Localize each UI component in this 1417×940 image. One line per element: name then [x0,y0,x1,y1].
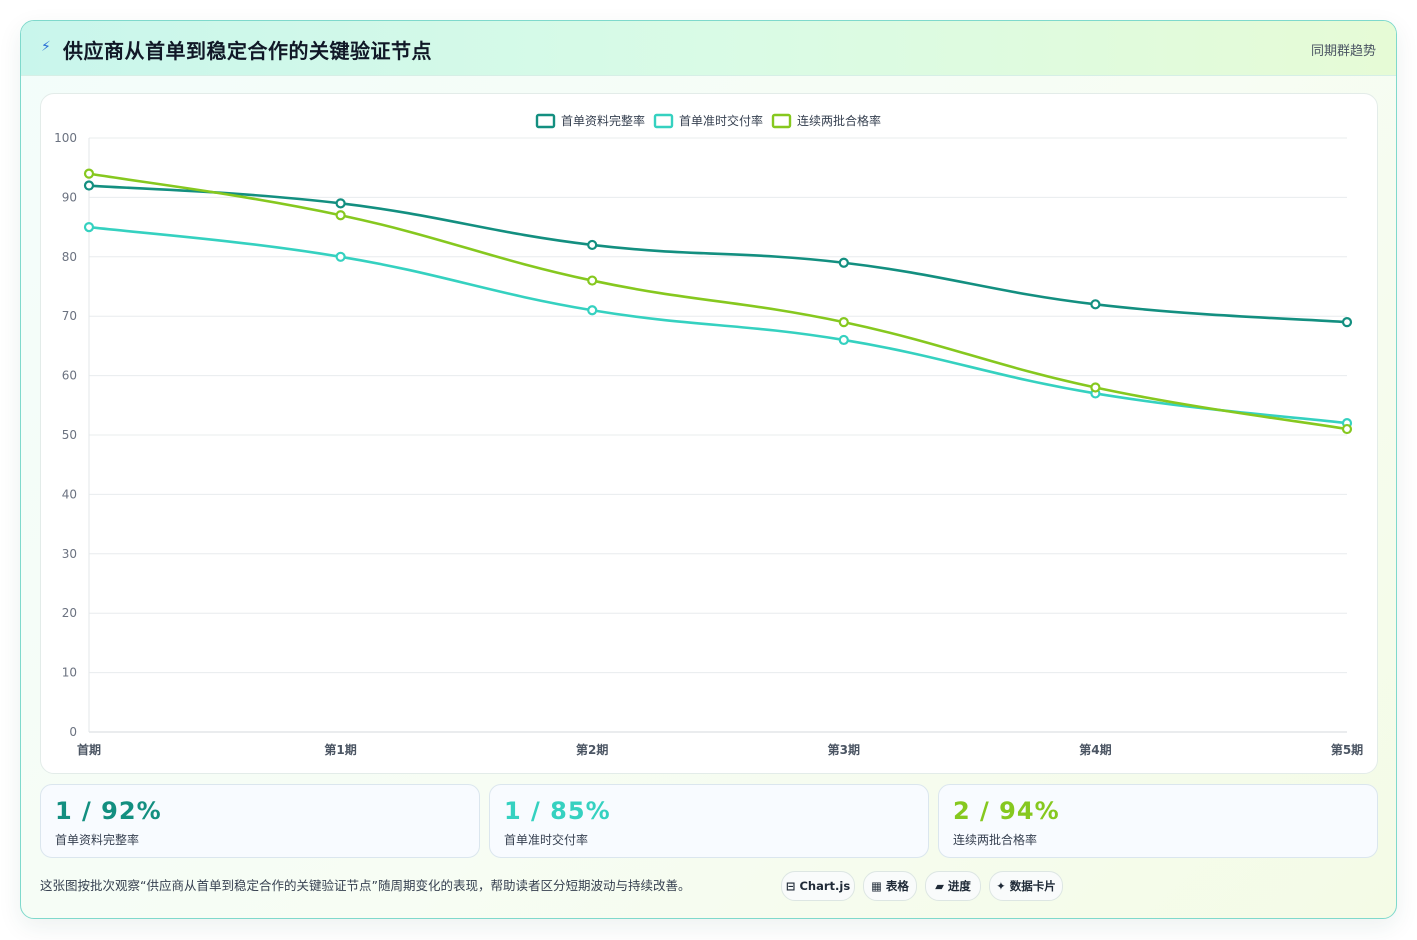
data-point [335,198,346,209]
series-line-3 [88,172,1348,431]
chip-progress[interactable]: ▰ 进度 [925,871,981,901]
x-tick-label: 第4期 [1079,742,1111,757]
stat-label: 首单资料完整率 [55,833,140,847]
data-point [838,334,849,346]
series-line-1 [88,184,1348,324]
x-tick-label: 第1期 [324,742,356,757]
y-tick-label: 80 [62,250,77,264]
stat-value: 1 / 92% [55,797,162,825]
data-point [83,168,95,179]
stat-card-2: 1 / 85% 首单准时交付率 [489,784,929,858]
y-tick-label: 100 [54,131,77,145]
data-point [1341,317,1353,328]
plot-area: 0 10 20 30 40 50 60 70 80 90 100 首期 第1期 第2期 第3期 第4期 第5期 首… [40,93,1378,774]
x-tick-label: 第5期 [1331,742,1363,757]
data-point [838,317,849,328]
x-tick-label: 第3期 [828,742,860,757]
legend-swatch [771,113,792,129]
data-point [838,257,849,268]
data-point [335,210,346,221]
x-tick-label: 首期 [77,742,101,757]
chip-chartjs[interactable]: ⊟ Chart.js [781,871,855,901]
line-chart: 0 10 20 30 40 50 60 70 80 90 100 首期 第1期 第2期 第3期 第4期 第5期 首… [54,113,1363,757]
chip-table[interactable]: ▦ 表格 [863,871,917,901]
series-line-2 [88,225,1348,425]
footer-note: 这张图按批次观察“供应商从首单到稳定合作的关键验证节点”随周期变化的表现，帮助读… [40,878,691,893]
x-tick-label: 第2期 [576,742,608,757]
data-point [1090,299,1101,310]
stat-card-3: 2 / 94% 连续两批合格率 [938,784,1378,858]
data-point [83,222,95,233]
data-point [1341,423,1353,435]
stat-card-1: 1 / 92% 首单资料完整率 [40,784,480,858]
header-tag: 同期群趋势 [1310,44,1376,59]
legend-swatch [653,113,674,129]
stat-label: 首单准时交付率 [504,833,589,847]
y-tick-label: 0 [69,725,77,739]
y-tick-label: 20 [62,606,77,620]
chart-card: ⚡ 供应商从首单到稳定合作的关键验证节点 同期群趋势 0 10 20 30 40 50 60… [20,20,1397,919]
chart-title: 供应商从首单到稳定合作的关键验证节点 [63,39,432,63]
legend-label: 连续两批合格率 [797,113,881,128]
y-tick-label: 60 [62,369,77,383]
y-tick-label: 70 [62,309,77,323]
card-header: ⚡ 供应商从首单到稳定合作的关键验证节点 同期群趋势 [21,21,1396,76]
legend-label: 首单准时交付率 [679,113,763,128]
y-tick-label: 30 [62,547,77,561]
stat-value: 2 / 94% [953,797,1060,825]
y-tick-label: 90 [62,190,77,204]
y-tick-label: 10 [62,666,77,680]
data-point [587,239,598,251]
data-point [587,305,598,316]
chip-data-cards[interactable]: ✦ 数据卡片 [989,871,1063,901]
legend-swatch [535,113,556,129]
lightning-icon: ⚡ [41,39,51,55]
stat-label: 连续两批合格率 [953,833,1038,847]
y-tick-label: 40 [62,487,77,501]
data-point [83,180,95,191]
y-tick-label: 50 [62,428,77,442]
data-point [587,275,598,286]
stat-value: 1 / 85% [504,797,611,825]
data-point [1090,382,1101,393]
data-point [335,251,346,262]
legend-label: 首单资料完整率 [561,113,645,128]
